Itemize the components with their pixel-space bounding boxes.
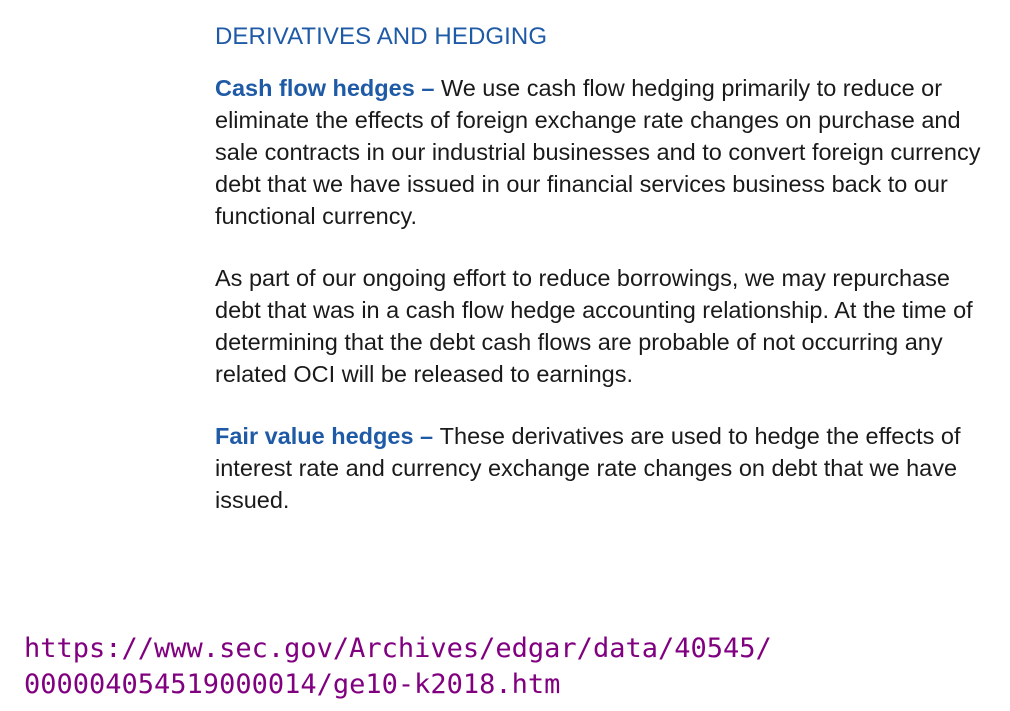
- paragraph-text: These derivatives are used to hedge the …: [215, 423, 961, 513]
- paragraph-repurchase-debt: As part of our ongoing effort to reduce …: [215, 262, 985, 390]
- section-heading: DERIVATIVES AND HEDGING: [215, 23, 548, 50]
- paragraph-fair-value-hedges: Fair value hedges – These derivatives ar…: [215, 420, 985, 516]
- paragraph-cash-flow-hedges: Cash flow hedges – We use cash flow hedg…: [215, 72, 985, 232]
- paragraph-text: As part of our ongoing effort to reduce …: [215, 265, 973, 387]
- lead-separator: –: [414, 75, 441, 101]
- source-url-link[interactable]: https://www.sec.gov/Archives/edgar/data/…: [24, 633, 772, 700]
- source-url-line-2[interactable]: 000004054519000014/ge10-k2018.htm: [24, 669, 561, 700]
- source-url-line-1[interactable]: https://www.sec.gov/Archives/edgar/data/…: [24, 633, 772, 664]
- lead-term-fair-value-hedges: Fair value hedges: [215, 423, 414, 449]
- lead-separator: –: [413, 423, 440, 449]
- source-url[interactable]: https://www.sec.gov/Archives/edgar/data/…: [24, 631, 772, 703]
- document-excerpt: DERIVATIVES AND HEDGING Cash flow hedges…: [215, 20, 985, 546]
- paragraph-text: We use cash flow hedging primarily to re…: [215, 75, 981, 229]
- lead-term-cash-flow-hedges: Cash flow hedges: [215, 75, 415, 101]
